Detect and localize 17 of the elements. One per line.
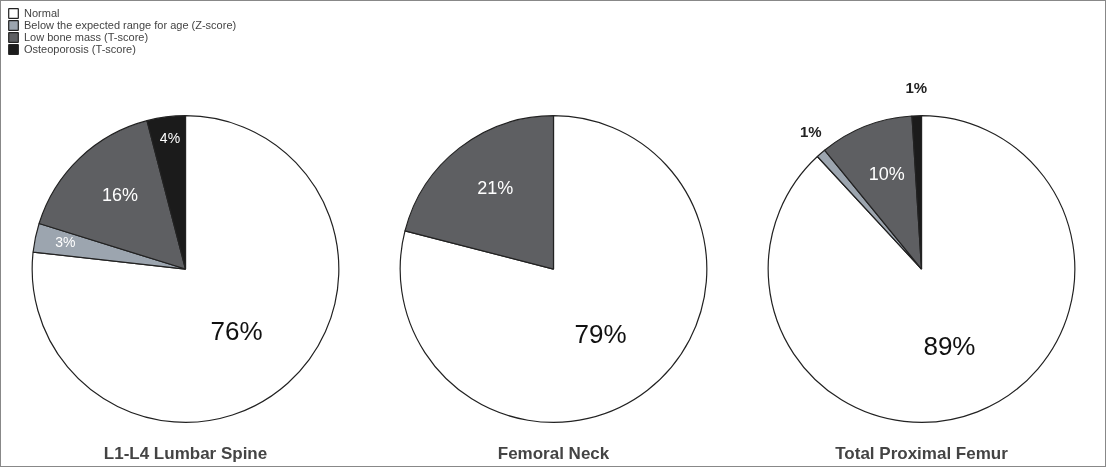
data-label: 79% <box>574 319 627 350</box>
data-label: 89% <box>923 330 976 361</box>
legend-label: Low bone mass (T-score) <box>24 31 149 43</box>
data-label: 76% <box>210 315 263 346</box>
legend-label: Normal <box>24 7 60 19</box>
data-label: 3% <box>55 233 76 250</box>
text: L1-L4 Lumbar Spine <box>103 443 268 463</box>
data-label: 16% <box>101 184 138 205</box>
data-label: 4% <box>159 129 181 146</box>
text: Femoral Neck <box>497 443 610 463</box>
data-label: 1% <box>905 78 928 96</box>
data-label: 10% <box>868 163 905 184</box>
legend-label: Osteoporosis (T-score) <box>24 43 136 55</box>
legend-label: Below the expected range for age (Z-score) <box>24 19 237 31</box>
text: Total Proximal Femur <box>835 443 1009 463</box>
data-label: 1% <box>800 123 822 141</box>
data-label: 21% <box>477 178 514 199</box>
